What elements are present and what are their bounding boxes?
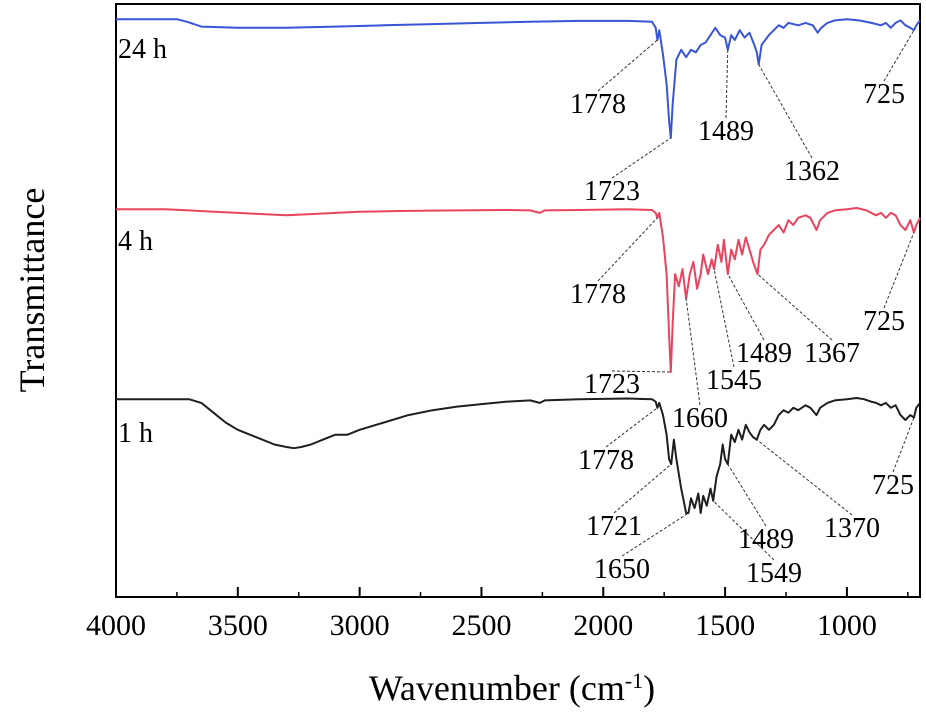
annotation-1h-1549: 1549 xyxy=(746,558,802,589)
series-label-24h: 24 h xyxy=(118,34,167,65)
x-ticks: 4000 3500 3000 2500 2000 1500 1000 xyxy=(86,587,909,642)
annotation-1h-1778: 1778 xyxy=(578,445,634,476)
annotation-arrow-24h-1778 xyxy=(597,39,658,92)
annotation-4h-1723: 1723 xyxy=(584,369,640,400)
x-tick-label-1500: 1500 xyxy=(695,609,755,642)
annotation-arrow-24h-1362 xyxy=(758,64,813,159)
series-line-1h xyxy=(116,397,921,514)
annotation-arrow-1h-725 xyxy=(892,417,915,473)
annotation-4h-1489: 1489 xyxy=(736,338,792,369)
x-tick-label-1000: 1000 xyxy=(817,609,877,642)
annotation-4h-1367: 1367 xyxy=(804,338,860,369)
annotation-arrow-4h-1367 xyxy=(757,273,833,341)
annotation-4h-1778: 1778 xyxy=(570,279,626,310)
annotation-24h-1778: 1778 xyxy=(570,89,626,120)
annotation-arrow-24h-725 xyxy=(883,29,915,82)
annotation-arrow-24h-1723 xyxy=(611,137,672,179)
x-tick-label-3000: 3000 xyxy=(330,609,390,642)
annotation-1h-1370: 1370 xyxy=(824,513,880,544)
annotation-arrow-1h-1489 xyxy=(727,463,767,527)
series-label-1h: 1 h xyxy=(118,418,153,449)
annotation-4h-1545: 1545 xyxy=(706,365,762,396)
annotation-4h-1660: 1660 xyxy=(672,403,728,434)
y-axis-title: Transmittance xyxy=(12,188,52,393)
annotation-arrow-24h-1489 xyxy=(725,49,729,119)
annotation-arrow-4h-1660 xyxy=(685,298,701,406)
annotation-24h-1489: 1489 xyxy=(698,116,754,147)
annotation-1h-725: 725 xyxy=(872,470,914,501)
x-axis-title: Wavenumber (cm-1) xyxy=(369,668,655,709)
annotation-24h-1723: 1723 xyxy=(584,176,640,207)
annotation-arrow-1h-1721 xyxy=(613,463,672,514)
series-line-24h xyxy=(116,18,921,139)
annotation-arrow-4h-1778 xyxy=(597,217,658,282)
annotation-arrow-4h-1489 xyxy=(727,273,765,341)
x-tick-label-2500: 2500 xyxy=(451,609,511,642)
series-line-4h xyxy=(116,207,921,373)
annotation-arrow-4h-725 xyxy=(883,232,915,309)
annotation-arrow-4h-1545 xyxy=(713,269,735,368)
annotation-arrow-1h-1778 xyxy=(605,407,658,448)
annotation-24h-725: 725 xyxy=(863,79,905,110)
annotation-arrow-1h-1650 xyxy=(621,512,689,557)
x-axis-title-superscript: -1 xyxy=(625,668,643,693)
x-tick-label-2000: 2000 xyxy=(573,609,633,642)
annotation-arrow-1h-1549 xyxy=(712,500,775,561)
series-labels: 24 h 4 h 1 h xyxy=(118,34,167,449)
x-axis-title-end: ) xyxy=(643,668,655,708)
series-layer xyxy=(116,18,921,514)
annotation-1h-1650: 1650 xyxy=(594,554,650,585)
annotation-1h-1721: 1721 xyxy=(586,511,642,542)
x-tick-label-4000: 4000 xyxy=(86,609,146,642)
annotation-1h-1489: 1489 xyxy=(738,524,794,555)
x-tick-label-3500: 3500 xyxy=(208,609,268,642)
annotation-4h-725: 725 xyxy=(863,306,905,337)
annotation-24h-1362: 1362 xyxy=(784,156,840,187)
series-label-4h: 4 h xyxy=(118,226,153,257)
plot-frame xyxy=(115,3,921,598)
x-axis-title-main: Wavenumber (cm xyxy=(369,668,625,708)
annotation-arrow-1h-1370 xyxy=(756,439,853,516)
